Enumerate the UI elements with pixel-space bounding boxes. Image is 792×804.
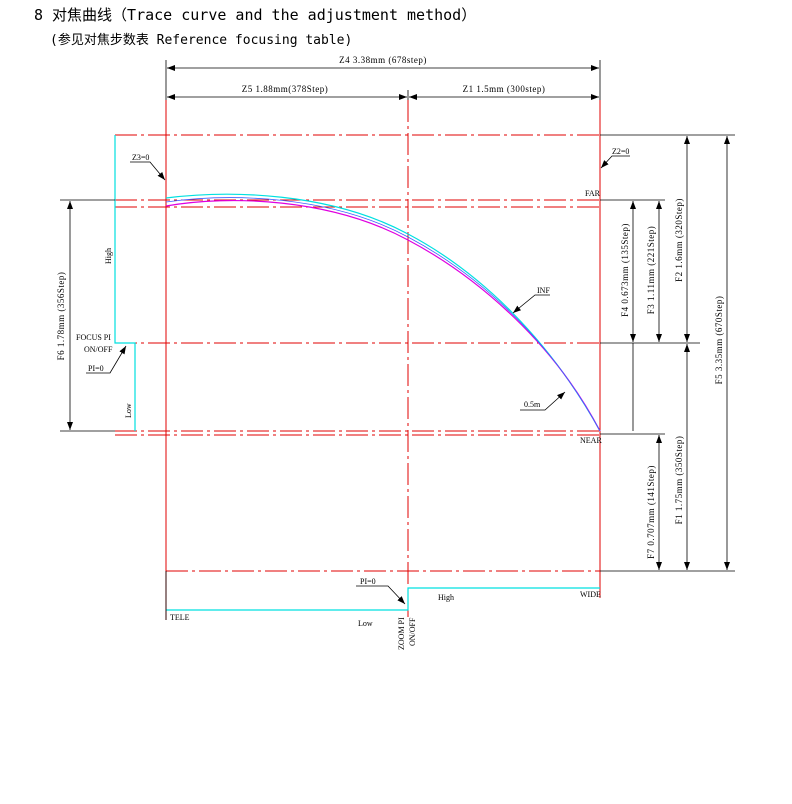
label-half-m: 0.5m xyxy=(524,400,541,409)
subtitle: (参见对焦步数表 Reference focusing table) xyxy=(50,32,352,48)
dim-f1: F1 1.75mm (350Step) xyxy=(674,436,684,525)
dim-f7: F7 0.707mm (141Step) xyxy=(646,465,656,559)
label-high-bottom: High xyxy=(438,593,454,602)
label-focus-onoff: ON/OFF xyxy=(84,345,113,354)
dim-f2: F2 1.6mm (320Step) xyxy=(674,198,684,282)
leader xyxy=(520,391,566,411)
curve-mid xyxy=(165,197,601,432)
label-zoom-pi: ZOOM PI xyxy=(397,617,406,650)
label-near: NEAR xyxy=(580,436,602,445)
label-z2: Z2=0 xyxy=(612,147,629,156)
title: 8 对焦曲线（Trace curve and the adjustment me… xyxy=(34,6,476,24)
leader xyxy=(130,161,166,181)
curve-near xyxy=(165,199,601,432)
label-low: Low xyxy=(124,403,133,418)
curve-inf xyxy=(165,193,601,432)
label-low-bottom: Low xyxy=(358,619,373,628)
label-far: FAR xyxy=(585,189,601,198)
label-inf: INF xyxy=(537,286,550,295)
label-wide: WIDE xyxy=(580,590,601,599)
dim-f3: F3 1.11mm (221Step) xyxy=(646,226,656,314)
label-pi-zoom: PI=0 xyxy=(360,577,376,586)
dim-f4: F4 0.673mm (135Step) xyxy=(620,223,630,317)
label-high: High xyxy=(104,248,113,264)
dim-z4: Z4 3.38mm (678step) xyxy=(339,55,427,65)
dim-z1: Z1 1.5mm (300step) xyxy=(463,84,546,94)
leader xyxy=(512,294,550,314)
leader xyxy=(600,155,630,169)
dim-f5: F5 3.35mm (670Step) xyxy=(714,296,724,385)
zoom-pi-signal xyxy=(166,587,600,611)
focus-pi-signal xyxy=(114,135,136,431)
leader xyxy=(356,585,406,605)
leader xyxy=(86,345,127,374)
dim-z5: Z5 1.88mm(378Step) xyxy=(242,84,329,94)
label-zoom-onoff: ON/OFF xyxy=(408,617,417,646)
label-focus-pi: FOCUS PI xyxy=(76,333,111,342)
label-pi-focus: PI=0 xyxy=(88,364,104,373)
label-tele: TELE xyxy=(170,613,190,622)
label-z3: Z3=0 xyxy=(132,153,149,162)
dim-f6: F6 1.78mm (356Step) xyxy=(56,272,66,361)
